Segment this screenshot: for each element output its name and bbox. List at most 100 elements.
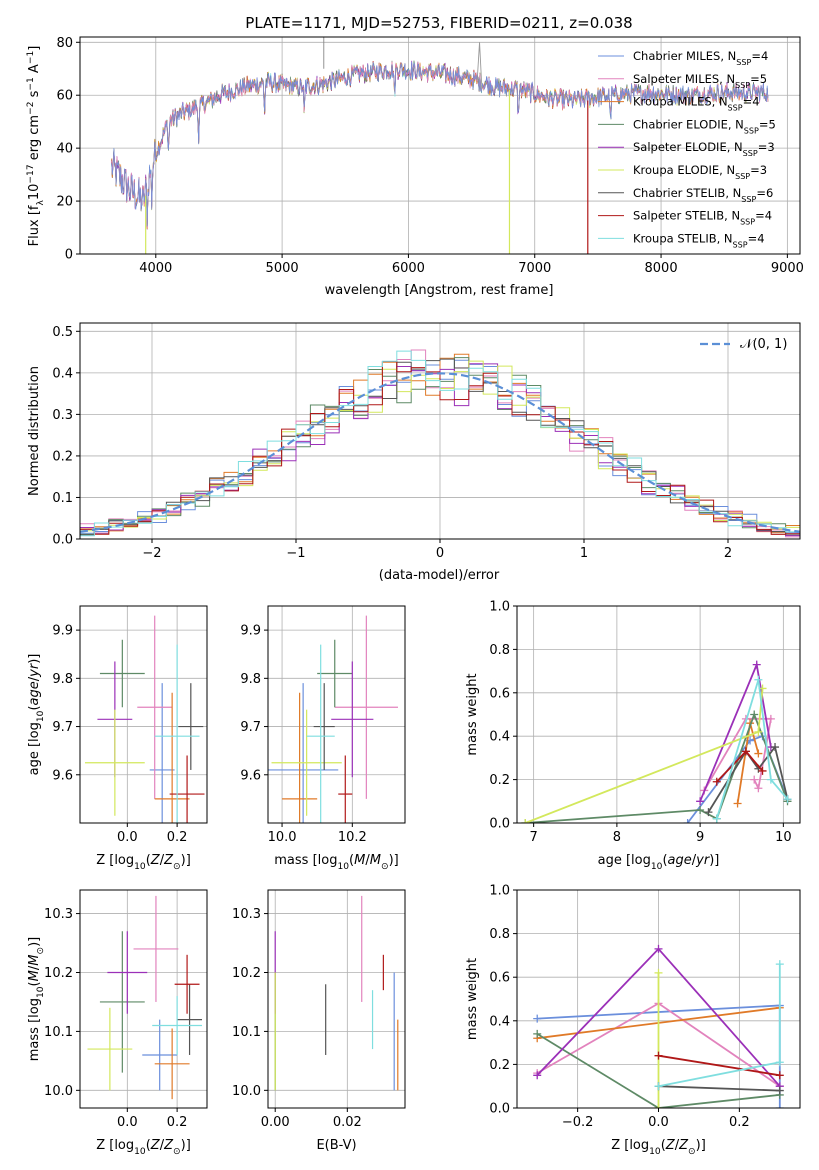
grid bbox=[80, 890, 207, 1108]
panel-8: −0.2 0.0 0.2 0.0 0.2 0.4 0.6 0.8 1.0 Z [log10(Z/Z… bbox=[465, 884, 801, 1157]
x-tick-label: 0.0 bbox=[117, 830, 138, 845]
y-tick-label: 0.0 bbox=[52, 533, 73, 548]
normal-curve bbox=[80, 372, 800, 533]
x-axis-label: (data-model)/error bbox=[379, 568, 500, 583]
y-tick-label: 1.0 bbox=[489, 884, 510, 899]
weight-marker bbox=[754, 727, 763, 736]
x-tick-label: 0 bbox=[436, 546, 444, 561]
y-tick-label: 0.4 bbox=[489, 1014, 510, 1029]
weight-marker bbox=[750, 710, 759, 719]
plot-area bbox=[111, 37, 769, 254]
plot-area bbox=[268, 615, 398, 823]
weight-marker bbox=[654, 944, 663, 953]
y-tick-label: 0.8 bbox=[489, 643, 510, 658]
y-tick-label: 10.0 bbox=[232, 1084, 261, 1099]
plot-area bbox=[533, 944, 784, 1108]
spectrum-salpeter-miles bbox=[111, 61, 769, 228]
weight-marker bbox=[766, 714, 775, 723]
y-tick-label: 10.2 bbox=[232, 966, 261, 981]
y-tick-label: 60 bbox=[56, 89, 73, 104]
weight-marker bbox=[654, 1082, 663, 1091]
x-tick-label: 4000 bbox=[139, 261, 172, 276]
weight-marker bbox=[754, 784, 763, 793]
y-tick-label: 9.9 bbox=[240, 624, 261, 639]
weight-marker bbox=[733, 799, 742, 808]
weight-marker bbox=[712, 777, 721, 786]
y-tick-label: 10.3 bbox=[232, 907, 261, 922]
grid bbox=[268, 890, 405, 1108]
x-axis-label: wavelength [Angstrom, rest frame] bbox=[325, 283, 554, 298]
y-tick-label: 0.1 bbox=[52, 491, 73, 506]
x-tick-label: 7000 bbox=[518, 261, 551, 276]
x-tick-label: 0.2 bbox=[167, 830, 188, 845]
plot-area bbox=[80, 349, 800, 538]
axes-frame bbox=[516, 605, 801, 824]
axes-frame bbox=[267, 605, 406, 824]
y-tick-label: 9.7 bbox=[240, 720, 261, 735]
x-axis-label: Z [log10(Z/Z⊙)] bbox=[611, 1138, 706, 1157]
weight-marker bbox=[766, 775, 775, 784]
x-tick-label: 10 bbox=[775, 830, 792, 845]
weight-line-chabrier-elodie bbox=[536, 1033, 780, 1108]
weight-marker bbox=[533, 1014, 542, 1023]
x-axis-label: Z [log10(Z/Z⊙)] bbox=[96, 1138, 191, 1157]
y-tick-label: 9.7 bbox=[52, 720, 73, 735]
x-tick-label: 0.02 bbox=[333, 1115, 362, 1130]
x-tick-label: −1 bbox=[286, 546, 305, 561]
y-tick-label: 0.0 bbox=[489, 817, 510, 832]
panel-5: 7 8 9 10 0.0 0.2 0.4 0.6 0.8 1.0 age [log10(age/yr… bbox=[465, 600, 801, 872]
legend: 𝒩(0, 1) bbox=[700, 337, 787, 352]
y-tick-label: 0.2 bbox=[52, 449, 73, 464]
legend-item: Kroupa ELODIE, NSSP=3 bbox=[633, 163, 767, 181]
y-axis-label: mass [log10(M/M⊙)] bbox=[27, 937, 46, 1061]
y-tick-label: 0.6 bbox=[489, 686, 510, 701]
plot-area bbox=[84, 615, 205, 823]
weight-marker bbox=[704, 808, 713, 817]
hist-chabrier-stelib bbox=[80, 358, 800, 536]
weight-line-salpeter-stelib bbox=[658, 1054, 780, 1077]
weight-marker bbox=[754, 749, 763, 758]
x-tick-label: −2 bbox=[142, 546, 161, 561]
x-axis-label: Z [log10(Z/Z⊙)] bbox=[96, 853, 191, 872]
y-axis-label: age [log10(age/yr)] bbox=[27, 654, 46, 776]
x-axis-label: E(B-V) bbox=[316, 1138, 356, 1153]
legend-item: Chabrier ELODIE, NSSP=5 bbox=[633, 117, 776, 135]
x-tick-label: 1 bbox=[580, 546, 588, 561]
x-tick-label: 6000 bbox=[392, 261, 425, 276]
weight-marker bbox=[758, 766, 767, 775]
x-tick-label: 0.2 bbox=[167, 1115, 188, 1130]
plot-area bbox=[521, 660, 792, 823]
y-tick-label: 10.0 bbox=[44, 1084, 73, 1099]
y-tick-label: 9.9 bbox=[52, 624, 73, 639]
y-axis-label: Normed distribution bbox=[27, 366, 42, 496]
y-tick-label: 9.8 bbox=[240, 672, 261, 687]
panel-3: 0.0 0.2 9.6 9.7 9.8 9.9 Z [log10(Z/Z⊙)] age [lo… bbox=[27, 605, 208, 872]
y-tick-label: 0.4 bbox=[52, 366, 73, 381]
panel-7: 0.00 0.02 10.0 10.1 10.2 10.3 E(B-V) bbox=[232, 889, 406, 1153]
x-tick-label: 9000 bbox=[771, 261, 804, 276]
y-tick-label: 40 bbox=[56, 142, 73, 157]
y-tick-label: 9.8 bbox=[52, 672, 73, 687]
weight-marker bbox=[696, 797, 705, 806]
weight-marker bbox=[750, 775, 759, 784]
legend-item: Kroupa MILES, NSSP=4 bbox=[633, 95, 760, 113]
panel-1: 4000 5000 6000 7000 8000 9000 0 20 40 60 80 wavelen… bbox=[26, 36, 804, 298]
y-tick-label: 10.3 bbox=[44, 907, 73, 922]
legend-item: 𝒩(0, 1) bbox=[740, 337, 787, 352]
hist-salpeter-stelib bbox=[80, 361, 800, 535]
weight-marker bbox=[752, 660, 761, 669]
x-tick-label: 0.0 bbox=[117, 1115, 138, 1130]
y-tick-label: 10.1 bbox=[44, 1025, 73, 1040]
x-tick-label: 0.00 bbox=[261, 1115, 290, 1130]
axes-frame bbox=[79, 889, 208, 1109]
legend-item: Chabrier MILES, NSSP=4 bbox=[633, 49, 768, 67]
plot-area bbox=[274, 895, 399, 1091]
weight-marker bbox=[754, 675, 763, 684]
x-axis-label: mass [log10(M/M⊙)] bbox=[274, 853, 398, 872]
weight-marker bbox=[783, 795, 792, 804]
y-tick-label: 9.6 bbox=[240, 768, 261, 783]
y-tick-label: 0 bbox=[65, 248, 73, 263]
plot-area bbox=[87, 895, 203, 1100]
weight-marker bbox=[683, 819, 692, 823]
